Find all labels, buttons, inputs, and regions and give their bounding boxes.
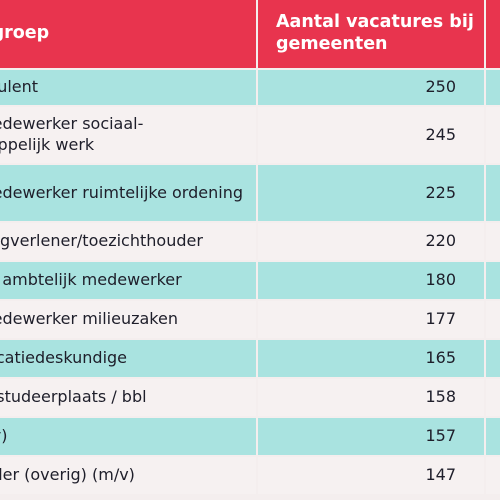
function-cell: Juridisch / ambtelijk medewerker [0, 260, 258, 300]
count-cell: 250 [257, 68, 486, 106]
function-cell: Klantconsulent [0, 68, 258, 106]
count-cell: 220 [257, 221, 486, 261]
table-row: Stage / afstudeerplaats / bbl 158 [0, 377, 500, 417]
count-cell: 157 [257, 416, 486, 456]
extra-cell [485, 221, 500, 261]
table-row: Jurist (m/v) 157 [0, 416, 500, 456]
count-cell: 165 [257, 338, 486, 378]
function-cell: Jurist (m/v) [0, 416, 258, 456]
function-cell: Beleidsmedewerker sociaal-maatschappelij… [0, 105, 258, 164]
function-cell: Vergunningverlener/toezichthouder [0, 221, 258, 261]
table-row: Beleidsmedewerker ruimtelijke ordening 2… [0, 163, 500, 222]
header-function-group: Functiegroep [0, 0, 258, 69]
extra-cell [485, 338, 500, 378]
function-cell: Beleidsmedewerker milieuzaken [0, 299, 258, 339]
header-vacancy-count: Aantal vacatures bij gemeenten [257, 0, 486, 69]
table-row: Beleidsmedewerker milieuzaken 177 [0, 299, 500, 339]
count-cell: 177 [257, 299, 486, 339]
extra-cell [485, 455, 500, 494]
table-row: Juridisch / ambtelijk medewerker 180 [0, 260, 500, 300]
table-row: Beleidsmedewerker sociaal-maatschappelij… [0, 105, 500, 164]
function-cell: Stage / afstudeerplaats / bbl [0, 377, 258, 417]
function-cell: Communicatiedeskundige [0, 338, 258, 378]
extra-cell [485, 105, 500, 164]
extra-cell [485, 68, 500, 106]
extra-cell [485, 163, 500, 222]
function-cell: Projectleider (overig) (m/v) [0, 455, 258, 494]
count-cell: 225 [257, 163, 486, 222]
table-row: Communicatiedeskundige 165 [0, 338, 500, 378]
count-cell: 180 [257, 260, 486, 300]
count-cell: 147 [257, 455, 486, 494]
table-row: Projectleider (overig) (m/v) 147 [0, 455, 500, 494]
extra-cell [485, 377, 500, 417]
extra-cell [485, 299, 500, 339]
function-cell: Beleidsmedewerker ruimtelijke ordening [0, 163, 258, 222]
extra-cell [485, 416, 500, 456]
table-row: Klantconsulent 250 [0, 68, 500, 106]
table-row: Vergunningverlener/toezichthouder 220 [0, 221, 500, 261]
count-cell: 245 [257, 105, 486, 164]
extra-cell [485, 260, 500, 300]
header-extra [485, 0, 500, 69]
count-cell: 158 [257, 377, 486, 417]
table-header-row: Functiegroep Aantal vacatures bij gemeen… [0, 0, 500, 69]
